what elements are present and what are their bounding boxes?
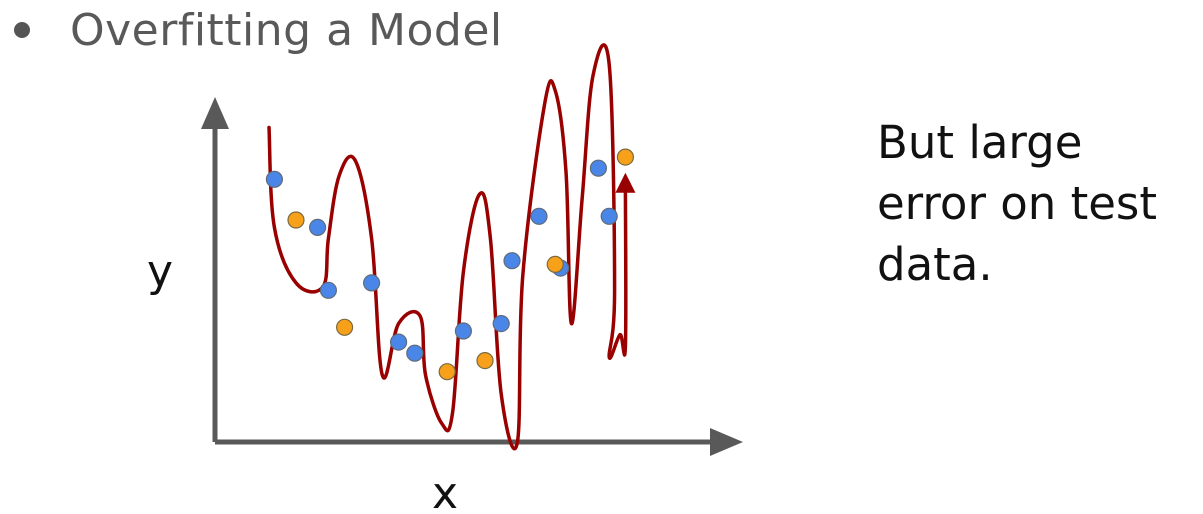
data-points xyxy=(265,148,635,381)
orange-data-point xyxy=(476,352,494,370)
blue-data-point xyxy=(530,207,548,225)
bullet-point-icon xyxy=(14,22,30,38)
side-note: But large error on test data. xyxy=(877,112,1197,295)
orange-data-point xyxy=(287,211,305,229)
orange-data-point xyxy=(438,363,456,381)
orange-data-point xyxy=(616,148,635,166)
y-axis-label: y xyxy=(147,246,173,297)
slide-bullet: Overfitting a Model xyxy=(8,0,503,60)
note-line: error on test xyxy=(877,177,1158,230)
note-line: data. xyxy=(877,238,993,291)
blue-data-point xyxy=(600,207,618,225)
orange-data-point xyxy=(546,255,564,273)
blue-data-point xyxy=(390,333,408,351)
blue-data-point xyxy=(589,159,608,177)
overfit-curve xyxy=(267,43,628,451)
blue-data-point xyxy=(492,315,510,333)
blue-data-point xyxy=(309,218,327,236)
blue-data-point xyxy=(363,274,381,292)
x-axis-arrow-icon xyxy=(710,428,743,456)
blue-data-point xyxy=(406,344,424,362)
note-line: But large xyxy=(877,116,1083,169)
orange-data-point xyxy=(336,318,354,336)
slide-title: Overfitting a Model xyxy=(70,4,503,56)
blue-data-point xyxy=(265,170,283,188)
chart-axes xyxy=(201,97,743,456)
y-axis-arrow-icon xyxy=(201,97,229,129)
blue-data-point xyxy=(454,322,472,340)
x-axis-label: x xyxy=(432,468,458,514)
blue-data-point xyxy=(503,252,521,270)
curve-arrowhead xyxy=(615,172,636,193)
blue-data-point xyxy=(319,281,337,299)
